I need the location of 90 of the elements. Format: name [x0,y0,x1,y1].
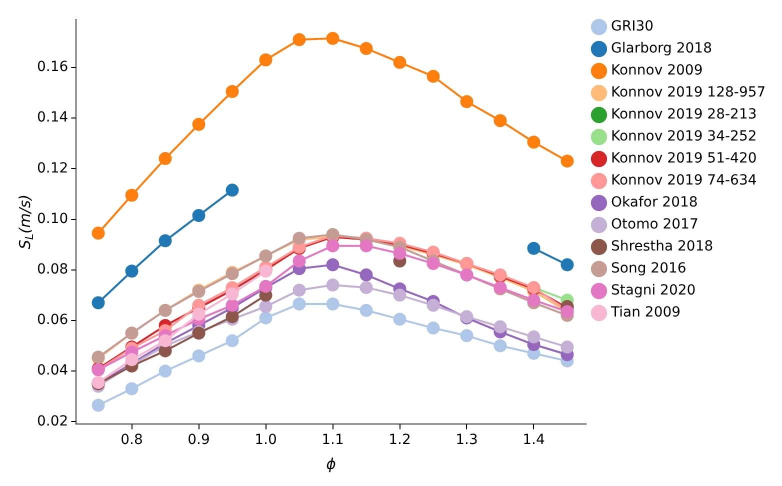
point [226,287,239,300]
point [158,152,172,166]
point [326,298,340,311]
y-tick-label: 0.08 [37,262,68,278]
point [393,288,406,302]
point [360,268,373,282]
point [560,258,574,272]
x-tick-label: 1.3 [456,432,478,448]
point [259,53,272,66]
x-tick-label: 0.9 [188,432,210,448]
x-tick-label: 0.8 [120,432,143,448]
point [226,298,239,312]
legend-label: Konnov 2019 51-420 [611,150,757,167]
point [92,226,105,240]
y-tick-label: 0.02 [37,413,68,430]
legend-label: Stagni 2020 [611,282,696,299]
point [292,298,306,311]
point [460,329,474,342]
point [192,308,206,321]
point [360,239,373,252]
y-tick-label: 0.12 [37,160,68,176]
legend-label: Song 2016 [611,260,686,277]
point [393,56,406,69]
y-tick-label: 0.16 [37,59,68,76]
point [259,300,272,314]
legend-label: Konnov 2009 [611,62,703,79]
point [158,234,172,248]
point [226,310,239,324]
point [494,114,507,128]
point [292,254,306,268]
point [158,334,172,348]
legend-label: Konnov 2019 74-634 [611,172,757,189]
point [192,349,206,362]
point [292,33,306,46]
point [192,208,206,222]
point [426,70,440,83]
point [192,118,206,131]
x-tick-label: 1.0 [254,432,277,448]
point [527,136,540,149]
point [326,32,340,45]
point [426,298,440,312]
point [527,294,540,307]
legend-label: Tian 2009 [610,304,681,321]
point [226,85,239,98]
x-axis-title: ϕ [326,454,336,473]
point [527,242,540,255]
point [460,95,474,108]
y-tick-label: 0.10 [37,210,68,227]
point [92,296,105,310]
point [426,322,440,335]
x-tick-label: 1.2 [388,432,411,448]
legend-label: Okafor 2018 [611,194,698,211]
legend-label: GRI30 [611,18,654,35]
point [393,312,406,326]
point [158,364,172,378]
point [92,398,105,412]
legend-label: Konnov 2019 34-252 [611,128,757,145]
y-tick-label: 0.06 [37,312,68,328]
point [259,311,272,324]
point [426,257,440,270]
point [125,353,138,366]
point [326,278,340,292]
point [292,284,306,297]
y-tick-label: 0.14 [37,110,68,126]
x-tick-label: 1.4 [522,432,545,448]
y-axis-title: SL(m/s) [16,194,36,250]
point [560,340,574,354]
legend-label: Glarborg 2018 [611,40,712,57]
point [527,330,540,344]
point [360,281,373,294]
legend-label: Konnov 2019 28-213 [611,106,757,123]
point [560,154,574,168]
point [226,184,239,197]
point [360,304,373,317]
point [326,239,340,252]
point [360,42,373,55]
point [226,334,239,348]
legend-label: Konnov 2019 128-957 [611,84,766,101]
y-tick-label: 0.04 [37,362,68,379]
point [494,320,507,334]
point [125,264,138,278]
point [125,382,138,396]
point [494,339,507,352]
point [326,258,340,272]
legend-label: Shrestha 2018 [611,238,714,255]
point [393,246,406,260]
point [158,344,172,358]
point [125,188,138,202]
legend-label: Otomo 2017 [611,216,698,233]
x-tick-label: 1.1 [322,432,344,448]
